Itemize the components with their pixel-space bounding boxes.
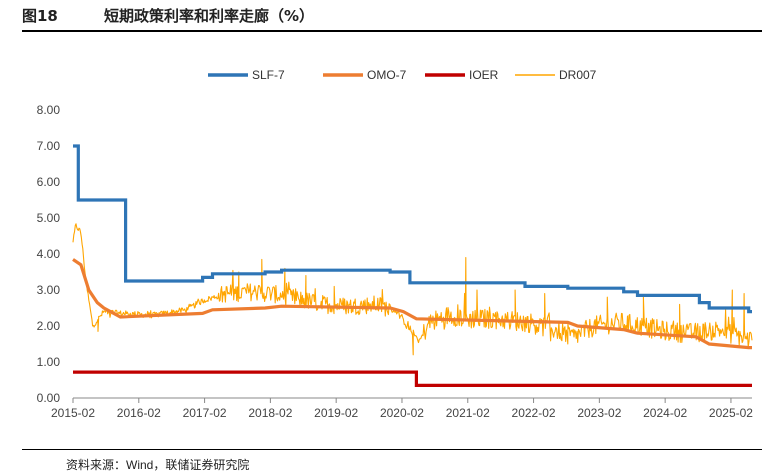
footer-divider xyxy=(22,449,762,450)
plot-area xyxy=(72,144,753,387)
x-tick-label: 2025-02 xyxy=(709,406,753,420)
title-divider xyxy=(22,30,762,32)
figure-title-row: 图18 短期政策利率和利率走廊（%） xyxy=(22,0,762,30)
x-tick-label: 2020-02 xyxy=(380,406,424,420)
y-axis: 0.00 1.00 2.00 3.00 4.00 5.00 6.00 7.00 8.00 xyxy=(37,103,61,405)
legend-label-slf-7: SLF-7 xyxy=(252,68,285,82)
legend-label-omo-7: OMO-7 xyxy=(367,68,407,82)
x-tick-label: 2021-02 xyxy=(446,406,490,420)
series-line-ioer xyxy=(73,370,752,387)
x-tick-label: 2017-02 xyxy=(183,406,227,420)
legend-label-dr007: DR007 xyxy=(559,68,597,82)
y-tick-label: 4.00 xyxy=(37,247,61,261)
x-tick-label: 2015-02 xyxy=(51,406,95,420)
series-line-omo-7 xyxy=(72,258,752,350)
y-tick-label: 3.00 xyxy=(37,283,61,297)
series-line-slf-7 xyxy=(73,144,752,314)
y-tick-label: 7.00 xyxy=(37,139,61,153)
legend-label-ioer: IOER xyxy=(469,68,499,82)
x-tick-label: 2023-02 xyxy=(577,406,621,420)
x-tick-label: 2024-02 xyxy=(643,406,687,420)
x-axis: 2015-02 2016-02 2017-02 2018-02 2019-02 2020-… xyxy=(51,397,753,420)
figure-title: 短期政策利率和利率走廊（%） xyxy=(104,7,315,25)
y-tick-label: 0.00 xyxy=(37,391,61,405)
x-tick-label: 2022-02 xyxy=(512,406,556,420)
y-tick-label: 2.00 xyxy=(37,319,61,333)
y-tick-label: 6.00 xyxy=(37,175,61,189)
y-tick-label: 8.00 xyxy=(37,103,61,117)
x-tick-label: 2016-02 xyxy=(117,406,161,420)
x-tick-label: 2018-02 xyxy=(248,406,292,420)
y-tick-label: 1.00 xyxy=(37,355,61,369)
y-tick-label: 5.00 xyxy=(37,211,61,225)
chart-legend: SLF-7 OMO-7 IOER DR007 xyxy=(208,68,597,82)
source-note: 资料来源：Wind，联储证券研究院 xyxy=(66,458,250,472)
series-line-dr007 xyxy=(72,223,753,356)
x-tick-label: 2019-02 xyxy=(314,406,358,420)
figure-number: 图18 xyxy=(22,7,58,25)
